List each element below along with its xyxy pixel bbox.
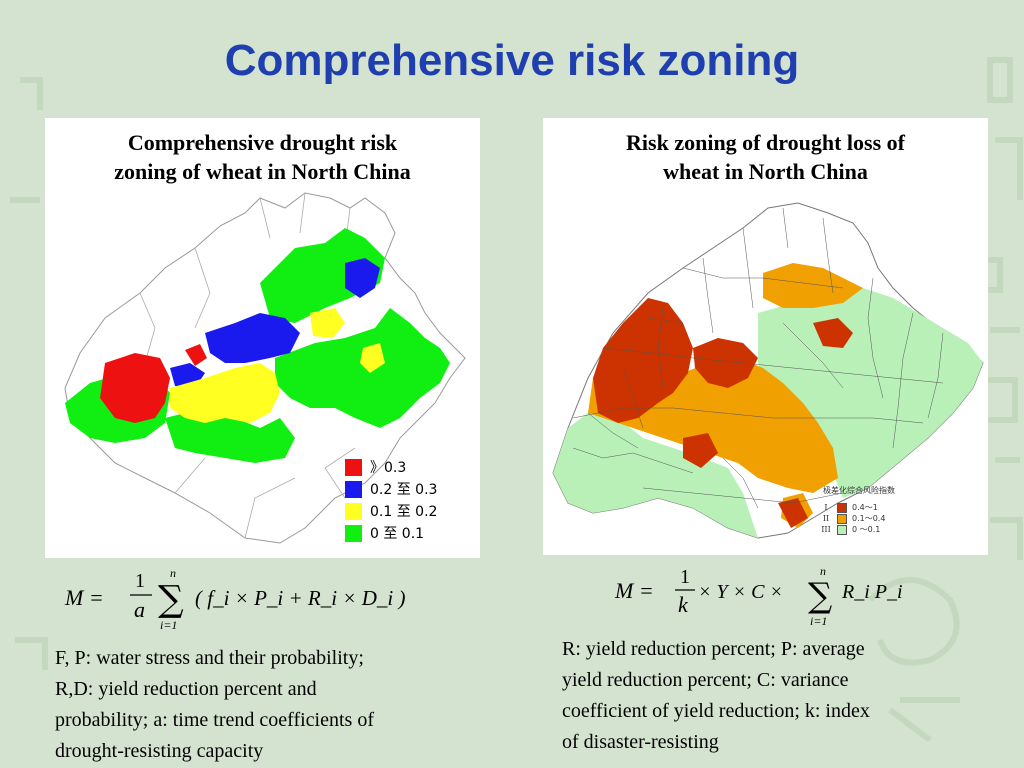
- loss-zone-low: [758, 288, 983, 498]
- left-drought-risk-map: [64, 192, 466, 544]
- formula-frac-num: 1: [680, 566, 690, 588]
- left-formula: M = 1 a n ∑ i=1 ( f_i × P_i + R_i × D_i …: [64, 566, 406, 632]
- description-line: drought-resisting capacity: [55, 740, 264, 762]
- legend-row: III 0 ～0.1: [815, 524, 945, 535]
- right-panel-title-line1: Risk zoning of drought loss of: [626, 130, 905, 155]
- formula-lhs: M =: [64, 585, 104, 610]
- legend-swatch: [345, 502, 362, 520]
- left-panel-title-line2: zoning of wheat in North China: [114, 159, 411, 184]
- left-panel-title: Comprehensive drought risk zoning of whe…: [45, 128, 480, 186]
- left-panel-title-line1: Comprehensive drought risk: [127, 130, 398, 155]
- formula-body: R_i P_i: [841, 581, 903, 603]
- formula-sum-top: n: [820, 565, 826, 578]
- risk-zone-low: [65, 228, 450, 463]
- legend-class: III: [821, 525, 831, 534]
- loss-zone-high: [593, 298, 693, 423]
- left-map-legend: 》0.3 0.2 至 0.3 0.1 至 0.2 0 至 0.1: [345, 456, 475, 544]
- risk-zone-high: [170, 258, 380, 388]
- formula-body: ( f_i × P_i + R_i × D_i ): [195, 586, 406, 610]
- risk-zone-medium: [170, 308, 385, 423]
- description-line: yield reduction percent; C: variance: [562, 669, 849, 691]
- legend-label: 0 至 0.1: [370, 526, 425, 542]
- description-line: F, P: water stress and their probability…: [55, 647, 364, 669]
- right-map-panel: Risk zoning of drought loss of wheat in …: [543, 118, 988, 555]
- description-line: R: yield reduction percent; P: average: [562, 638, 865, 660]
- formula-frac-den: k: [678, 592, 689, 617]
- legend-label: 0.1 至 0.2: [370, 504, 438, 520]
- right-description: R: yield reduction percent; P: average y…: [562, 634, 1002, 758]
- legend-row: 0.2 至 0.3: [345, 478, 475, 500]
- slide-title: Comprehensive risk zoning: [224, 36, 800, 85]
- legend-swatch: [837, 524, 847, 535]
- legend-range: 0.1～0.4: [852, 514, 886, 523]
- description-line: R,D: yield reduction percent and: [55, 678, 317, 700]
- sum-symbol-icon: ∑: [808, 576, 832, 616]
- county-boundaries: [572, 207, 944, 509]
- right-panel-title: Risk zoning of drought loss of wheat in …: [543, 128, 988, 186]
- legend-label: 》0.3: [370, 460, 407, 476]
- legend-swatch: [345, 480, 362, 498]
- sum-symbol-icon: ∑: [158, 579, 184, 620]
- legend-range: 0 ～0.1: [852, 525, 881, 534]
- formula-sum-bottom: i=1: [810, 614, 827, 628]
- legend-swatch: [837, 513, 847, 524]
- legend-row: 0 至 0.1: [345, 522, 475, 544]
- description-line: probability; a: time trend coefficients …: [55, 709, 374, 731]
- right-formula: M = 1 k × Y × C × n ∑ i=1 R_i P_i: [614, 565, 903, 628]
- legend-label: 0.2 至 0.3: [370, 482, 438, 498]
- description-line: of disaster-resisting: [562, 731, 719, 753]
- legend-class: I: [824, 503, 828, 512]
- right-map-legend: 极差化综合风险指数 I 0.4～1 II 0.1～0.4 III 0 ～0.1: [815, 485, 945, 535]
- left-map-panel: Comprehensive drought risk zoning of whe…: [45, 118, 480, 558]
- formula-mid: × Y × C ×: [698, 581, 783, 603]
- legend-swatch: [837, 502, 847, 513]
- legend-class: II: [822, 514, 830, 523]
- formula-sum-top: n: [170, 566, 176, 580]
- legend-range: 0.4～1: [852, 503, 878, 512]
- legend-row: 》0.3: [345, 456, 475, 478]
- description-line: coefficient of yield reduction; k: index: [562, 700, 870, 722]
- left-description: F, P: water stress and their probability…: [55, 643, 495, 767]
- legend-row: 0.1 至 0.2: [345, 500, 475, 522]
- formula-frac-den: a: [134, 597, 145, 622]
- legend-row: II 0.1～0.4: [815, 513, 945, 524]
- legend-swatch: [345, 524, 362, 542]
- legend-swatch: [345, 458, 362, 476]
- legend-row: I 0.4～1: [815, 502, 945, 513]
- right-drought-loss-map: [552, 202, 984, 539]
- formula-lhs: M =: [614, 578, 654, 603]
- formula-sum-bottom: i=1: [160, 618, 177, 632]
- right-legend-title: 极差化综合风险指数: [823, 486, 895, 495]
- right-panel-title-line2: wheat in North China: [663, 159, 868, 184]
- formula-frac-num: 1: [135, 570, 145, 592]
